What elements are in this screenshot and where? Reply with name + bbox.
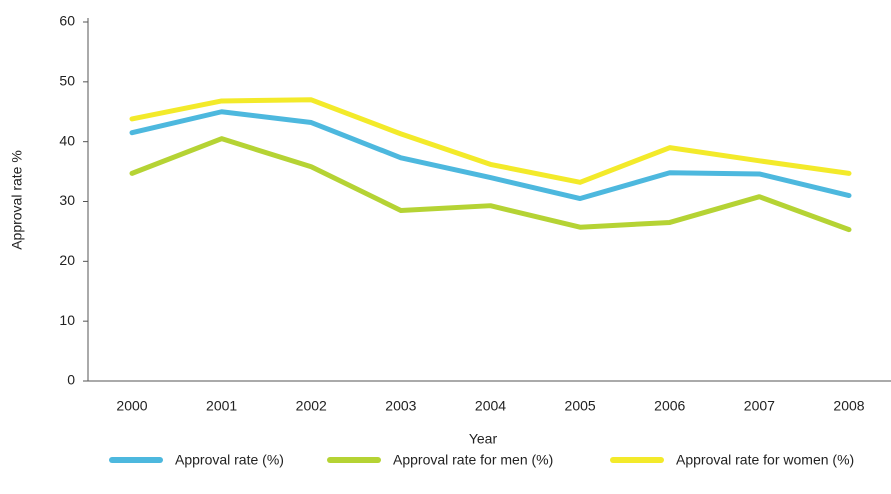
y-tick-label: 50: [59, 73, 75, 89]
y-tick-label: 60: [59, 13, 75, 29]
legend-label: Approval rate for men (%): [393, 452, 553, 468]
x-tick-label: 2003: [385, 398, 416, 414]
x-tick-label: 2008: [833, 398, 864, 414]
y-tick-label: 30: [59, 192, 75, 208]
x-tick-label: 2002: [296, 398, 327, 414]
y-tick-label: 0: [67, 372, 75, 388]
legend-label: Approval rate for women (%): [676, 452, 854, 468]
x-tick-label: 2005: [565, 398, 596, 414]
series-line: [129, 97, 852, 185]
series-line: [129, 109, 852, 202]
y-tick-label: 40: [59, 132, 75, 148]
x-axis-label: Year: [469, 431, 498, 447]
x-tick-label: 2000: [116, 398, 147, 414]
legend-label: Approval rate (%): [175, 452, 284, 468]
x-tick-label: 2006: [654, 398, 685, 414]
series-line: [129, 136, 852, 233]
x-tick-label: 2004: [475, 398, 506, 414]
y-tick-label: 10: [59, 312, 75, 328]
y-tick-label: 20: [59, 252, 75, 268]
x-tick-label: 2007: [744, 398, 775, 414]
y-axis-label: Approval rate %: [9, 150, 25, 250]
x-tick-label: 2001: [206, 398, 237, 414]
